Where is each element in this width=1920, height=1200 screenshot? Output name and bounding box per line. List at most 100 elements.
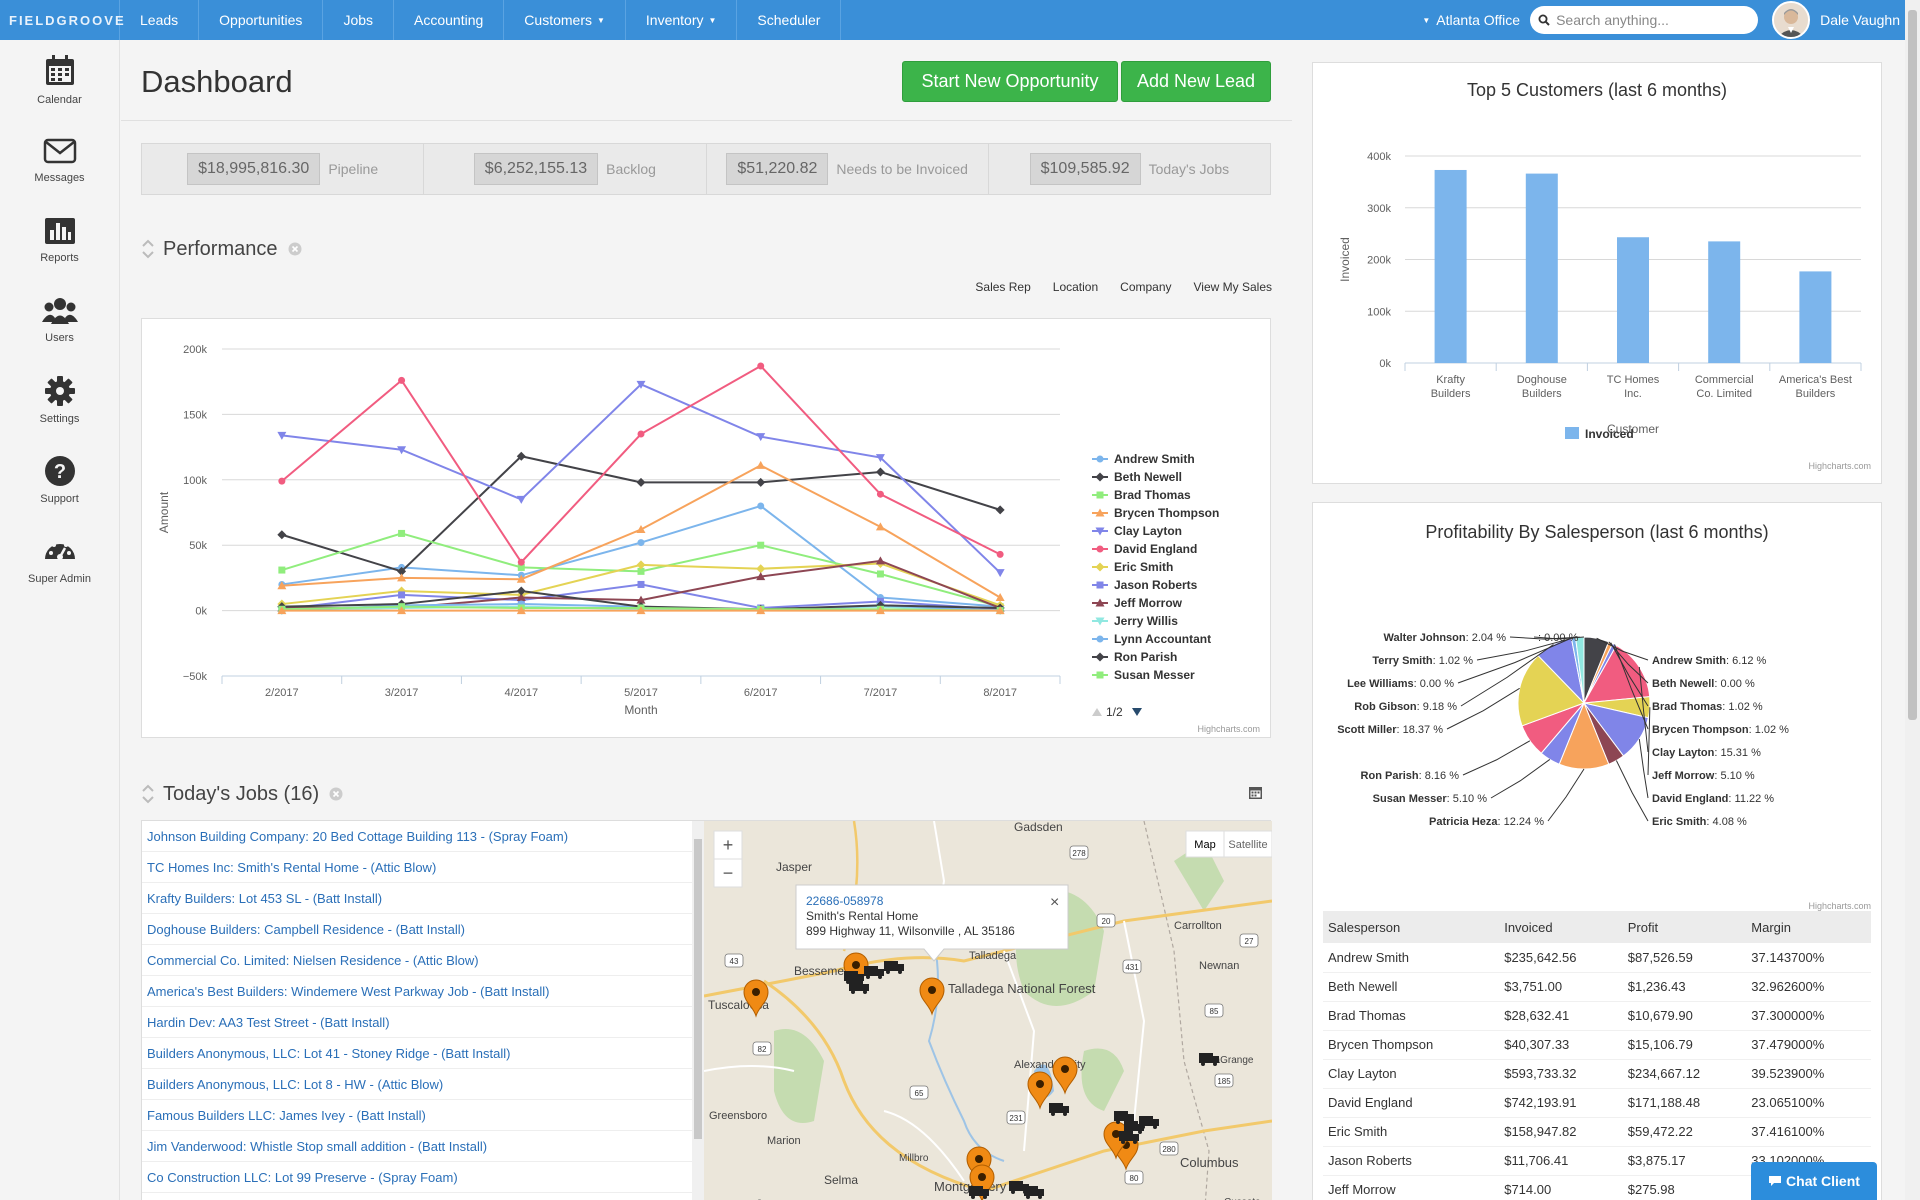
- pie-data-label[interactable]: Rob Gibson: 9.18 %: [1354, 644, 1554, 713]
- pie-data-label[interactable]: Clay Layton: 15.31 %: [1638, 666, 1761, 759]
- data-point[interactable]: [875, 600, 885, 610]
- pie-data-label[interactable]: Ron Parish: 8.16 %: [1361, 740, 1531, 782]
- data-point[interactable]: [636, 560, 646, 570]
- bar[interactable]: [1434, 169, 1467, 363]
- calendar-icon[interactable]: [1248, 785, 1263, 800]
- start-new-opportunity-button[interactable]: Start New Opportunity: [902, 61, 1118, 102]
- legend-item[interactable]: Brad Thomas: [1092, 488, 1191, 502]
- data-point[interactable]: [636, 595, 646, 604]
- data-point[interactable]: [277, 431, 287, 440]
- scroll-thumb[interactable]: [694, 839, 702, 1139]
- data-point[interactable]: [1095, 527, 1105, 536]
- pie-data-label[interactable]: Andrew Smith: 6.12 %: [1596, 637, 1767, 667]
- jobs-scrollbar[interactable]: [692, 821, 704, 1200]
- pie-slice[interactable]: [1517, 654, 1585, 727]
- zoom-out-button[interactable]: −: [713, 858, 743, 888]
- search-box[interactable]: [1530, 6, 1759, 34]
- job-link[interactable]: Mustache Builders: Lockwood - (Spray Foa…: [142, 1193, 692, 1200]
- column-header[interactable]: Salesperson: [1323, 911, 1500, 943]
- stat-needs-invoiced[interactable]: $51,220.82 Needs to be Invoiced: [707, 144, 989, 194]
- tab-view-my-sales[interactable]: View My Sales: [1193, 280, 1272, 294]
- data-point[interactable]: [1095, 472, 1105, 482]
- legend-item[interactable]: Jason Roberts: [1092, 578, 1198, 592]
- add-new-lead-button[interactable]: Add New Lead: [1121, 61, 1271, 102]
- pie-data-label[interactable]: Walter Johnson: 2.04 %: [1384, 632, 1580, 644]
- tab-sales-rep[interactable]: Sales Rep: [975, 280, 1031, 294]
- zoom-in-button[interactable]: +: [713, 830, 743, 860]
- job-link[interactable]: Commercial Co. Limited: Nielsen Residenc…: [142, 945, 692, 976]
- column-header[interactable]: Margin: [1746, 911, 1871, 943]
- nav-item-customers[interactable]: Customers ▼: [504, 0, 626, 40]
- job-link[interactable]: TC Homes Inc: Smith's Rental Home - (Att…: [142, 852, 692, 883]
- map-canvas[interactable]: 278 431 20 43 82 65 231 280 185 80 85 27 Gadsden Jasp…: [704, 821, 1272, 1200]
- nav-item-inventory[interactable]: Inventory ▼: [626, 0, 738, 40]
- chat-client-button[interactable]: Chat Client: [1751, 1162, 1877, 1200]
- office-selector[interactable]: ▼ Atlanta Office: [1422, 12, 1520, 28]
- data-point[interactable]: [1096, 455, 1104, 463]
- data-point[interactable]: [636, 477, 646, 487]
- data-point[interactable]: [516, 451, 526, 461]
- data-point[interactable]: [1096, 581, 1104, 589]
- job-link[interactable]: Famous Builders LLC: James Ivey - (Batt …: [142, 1100, 692, 1131]
- data-point[interactable]: [637, 430, 645, 438]
- data-point[interactable]: [398, 376, 406, 384]
- data-point[interactable]: [397, 573, 407, 582]
- data-point[interactable]: [875, 522, 885, 531]
- stat-pipeline[interactable]: $18,995,816.30 Pipeline: [142, 144, 425, 194]
- pie-data-label[interactable]: Susan Messer: 5.10 %: [1373, 759, 1551, 805]
- data-point[interactable]: [516, 606, 526, 615]
- job-link[interactable]: Co Construction LLC: Lot 99 Preserve - (…: [142, 1162, 692, 1193]
- data-point[interactable]: [1095, 562, 1105, 572]
- data-point[interactable]: [995, 505, 1005, 515]
- pie-data-label[interactable]: Scott Miller: 18.37 %: [1337, 687, 1520, 736]
- page-scrollbar[interactable]: [1905, 0, 1920, 1200]
- data-point[interactable]: [397, 566, 407, 576]
- legend-item[interactable]: David England: [1092, 542, 1197, 556]
- tab-company[interactable]: Company: [1120, 280, 1172, 294]
- job-link[interactable]: Krafty Builders: Lot 453 SL - (Batt Inst…: [142, 883, 692, 914]
- data-point[interactable]: [756, 564, 766, 574]
- data-point[interactable]: [636, 525, 646, 534]
- data-point[interactable]: [756, 572, 766, 581]
- popup-job-link[interactable]: 22686-058978: [806, 894, 884, 908]
- data-point[interactable]: [995, 569, 1005, 578]
- data-point[interactable]: [1095, 617, 1105, 626]
- data-point[interactable]: [876, 570, 884, 578]
- data-point[interactable]: [516, 574, 526, 583]
- google-logo[interactable]: Google: [710, 1197, 772, 1200]
- nav-item-scheduler[interactable]: Scheduler: [737, 0, 842, 40]
- data-point[interactable]: [637, 539, 645, 547]
- job-link[interactable]: Builders Anonymous, LLC: Lot 41 - Stoney…: [142, 1038, 692, 1069]
- data-point[interactable]: [516, 495, 526, 504]
- data-point[interactable]: [875, 606, 885, 615]
- column-header[interactable]: Invoiced: [1499, 911, 1623, 943]
- column-header[interactable]: Profit: [1622, 911, 1747, 943]
- user-name[interactable]: Dale Vaughn: [1820, 12, 1900, 28]
- nav-item-jobs[interactable]: Jobs: [323, 0, 395, 40]
- job-link[interactable]: Jim Vanderwood: Whistle Stop small addit…: [142, 1131, 692, 1162]
- legend-item[interactable]: Jeff Morrow: [1092, 596, 1183, 610]
- nav-item-accounting[interactable]: Accounting: [394, 0, 505, 40]
- close-icon[interactable]: [288, 242, 302, 256]
- app-logo[interactable]: FIELDGROOVE: [0, 0, 124, 40]
- sort-icon[interactable]: [141, 782, 155, 806]
- legend-item[interactable]: Beth Newell: [1092, 470, 1182, 484]
- bar[interactable]: [1617, 237, 1649, 363]
- nav-item-opportunities[interactable]: Opportunities: [199, 0, 324, 40]
- data-point[interactable]: [277, 606, 287, 615]
- data-point[interactable]: [517, 563, 525, 571]
- stat-todays-jobs[interactable]: $109,585.92 Today's Jobs: [989, 144, 1270, 194]
- map-pin[interactable]: [1027, 1071, 1053, 1110]
- data-point[interactable]: [756, 433, 766, 442]
- data-point[interactable]: [875, 467, 885, 477]
- legend-item[interactable]: Lynn Accountant: [1092, 632, 1211, 646]
- data-point[interactable]: [757, 362, 765, 370]
- sidebar-item-super-admin[interactable]: Super Admin: [0, 520, 119, 600]
- data-point[interactable]: [756, 460, 766, 469]
- sidebar-item-messages[interactable]: Messages: [0, 120, 119, 200]
- legend-item[interactable]: Jerry Willis: [1092, 614, 1178, 628]
- pie-data-label[interactable]: Brycen Thompson: 1.02 %: [1614, 644, 1790, 736]
- map-pin[interactable]: [743, 979, 769, 1018]
- data-point[interactable]: [757, 541, 765, 549]
- bar[interactable]: [1525, 173, 1558, 363]
